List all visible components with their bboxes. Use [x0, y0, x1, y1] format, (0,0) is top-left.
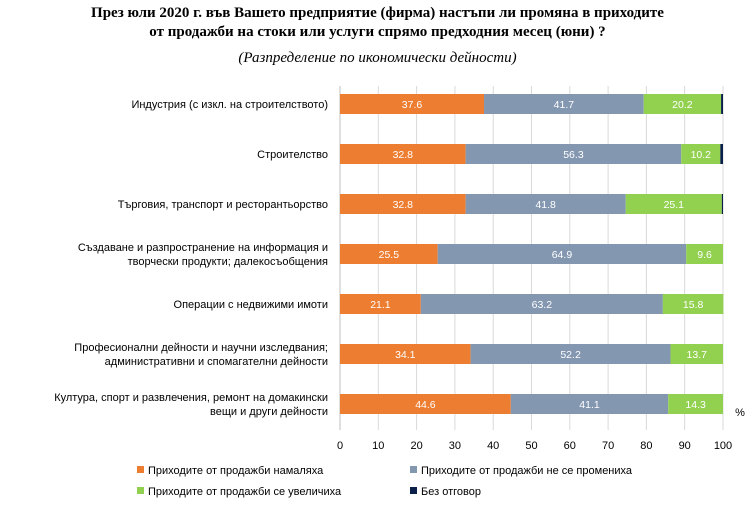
legend-swatch-1: [410, 466, 417, 473]
x-tick-label-60: 60: [564, 440, 576, 452]
x-axis-unit-label: %: [735, 407, 745, 419]
category-label-4: Операции с недвижими имоти: [174, 299, 328, 311]
legend-swatch-3: [410, 487, 417, 494]
data-label-s1-c5: 52.2: [560, 349, 581, 361]
bar-segment-s3-c1: [720, 144, 723, 164]
x-tick-label-10: 10: [372, 440, 384, 452]
bar-segment-s3-c2: [721, 194, 723, 214]
category-label-line: Операции с недвижими имоти: [174, 299, 328, 311]
data-label-s1-c0: 41.7: [554, 99, 575, 111]
category-label-line: творчески продукти; далекосъобщения: [128, 256, 328, 268]
category-label-line: вещи и други дейности: [210, 406, 328, 418]
bar-segment-s1-c6: [510, 394, 669, 414]
data-label-s1-c1: 56.3: [563, 149, 584, 161]
bar-segment-s0-c5: [340, 344, 471, 364]
data-label-s0-c4: 21.1: [370, 299, 391, 311]
chart-title-line-2: от продажби на стоки или услуги спрямо п…: [149, 24, 606, 40]
data-label-s0-c2: 32.8: [393, 199, 414, 211]
x-tick-label-90: 90: [679, 440, 691, 452]
bar-segment-s2-c5: [670, 344, 723, 364]
data-label-s0-c5: 34.1: [395, 349, 416, 361]
category-label-line: Създаване и разпространение на информаци…: [78, 242, 328, 254]
bar-segment-s0-c4: [340, 294, 421, 314]
category-label-2: Търговия, транспорт и ресторантьорство: [118, 199, 328, 211]
x-tick-label-0: 0: [337, 440, 343, 452]
x-tick-label-100: 100: [714, 440, 732, 452]
bar-segment-s1-c4: [420, 294, 663, 314]
category-label-6: Култура, спорт и развлечения, ремонт на …: [54, 392, 328, 418]
legend-label-1: Приходите от продажби не се промениха: [421, 465, 633, 477]
bar-segment-s0-c3: [340, 244, 438, 264]
data-label-s0-c1: 32.8: [393, 149, 414, 161]
category-label-line: Култура, спорт и развлечения, ремонт на …: [54, 392, 328, 404]
bar-segment-s1-c3: [437, 244, 687, 264]
data-label-s0-c6: 44.6: [415, 399, 436, 411]
x-tick-label-20: 20: [410, 440, 422, 452]
legend-swatch-0: [137, 466, 144, 473]
chart-title-line-1: През юли 2020 г. във Вашето предприятие …: [91, 5, 664, 21]
data-label-s0-c3: 25.5: [379, 249, 400, 261]
legend-label-2: Приходите от продажби се увеличиха: [148, 486, 342, 498]
category-label-line: Индустрия (с изкл. на строителството): [131, 99, 328, 111]
x-tick-label-70: 70: [602, 440, 614, 452]
bar-segment-s2-c6: [668, 394, 723, 414]
data-label-s2-c6: 14.3: [685, 399, 706, 411]
category-label-line: административни и спомагателни дейности: [105, 356, 328, 368]
x-tick-label-80: 80: [640, 440, 652, 452]
legend-swatch-2: [137, 487, 144, 494]
data-label-s2-c1: 10.2: [691, 149, 712, 161]
chart-subtitle: (Разпределение по икономически дейности): [238, 50, 517, 66]
bar-segment-s2-c1: [681, 144, 721, 164]
x-tick-label-50: 50: [525, 440, 537, 452]
bar-segment-s2-c3: [686, 244, 723, 264]
category-label-line: Строителство: [257, 149, 328, 161]
data-label-s1-c2: 41.8: [535, 199, 556, 211]
data-label-s1-c4: 63.2: [532, 299, 553, 311]
data-label-s2-c4: 15.8: [683, 299, 704, 311]
bar-segment-s1-c0: [484, 94, 644, 114]
bar-segment-s2-c4: [662, 294, 724, 314]
data-label-s1-c6: 41.1: [579, 399, 600, 411]
category-label-3: Създаване и разпространение на информаци…: [78, 242, 328, 268]
bar-segment-s1-c2: [465, 194, 626, 214]
category-label-1: Строителство: [257, 149, 328, 161]
category-label-line: Търговия, транспорт и ресторантьорство: [118, 199, 328, 211]
bar-segment-s1-c1: [465, 144, 682, 164]
data-label-s0-c0: 37.6: [402, 99, 423, 111]
bar-segment-s0-c1: [340, 144, 466, 164]
data-label-s1-c3: 64.9: [552, 249, 573, 261]
bar-segment-s1-c5: [470, 344, 671, 364]
category-label-line: Професионални дейности и научни изследва…: [74, 342, 328, 354]
chart-title: През юли 2020 г. във Вашето предприятие …: [0, 4, 755, 42]
category-label-0: Индустрия (с изкл. на строителството): [131, 99, 328, 111]
x-tick-label-30: 30: [449, 440, 461, 452]
data-label-s2-c0: 20.2: [672, 99, 693, 111]
bar-segment-s0-c6: [340, 394, 511, 414]
bar-segment-s3-c0: [721, 94, 723, 114]
legend-label-3: Без отговор: [421, 486, 481, 498]
data-label-s2-c2: 25.1: [664, 199, 685, 211]
category-label-5: Професионални дейности и научни изследва…: [74, 342, 328, 368]
bar-segment-s2-c2: [625, 194, 722, 214]
bar-segment-s2-c0: [643, 94, 722, 114]
data-label-s2-c5: 13.7: [687, 349, 708, 361]
legend-label-0: Приходите от продажби намаляха: [148, 465, 324, 477]
bar-segment-s0-c0: [340, 94, 485, 114]
x-tick-label-40: 40: [487, 440, 499, 452]
data-label-s2-c3: 9.6: [697, 249, 712, 261]
bar-segment-s0-c2: [340, 194, 466, 214]
